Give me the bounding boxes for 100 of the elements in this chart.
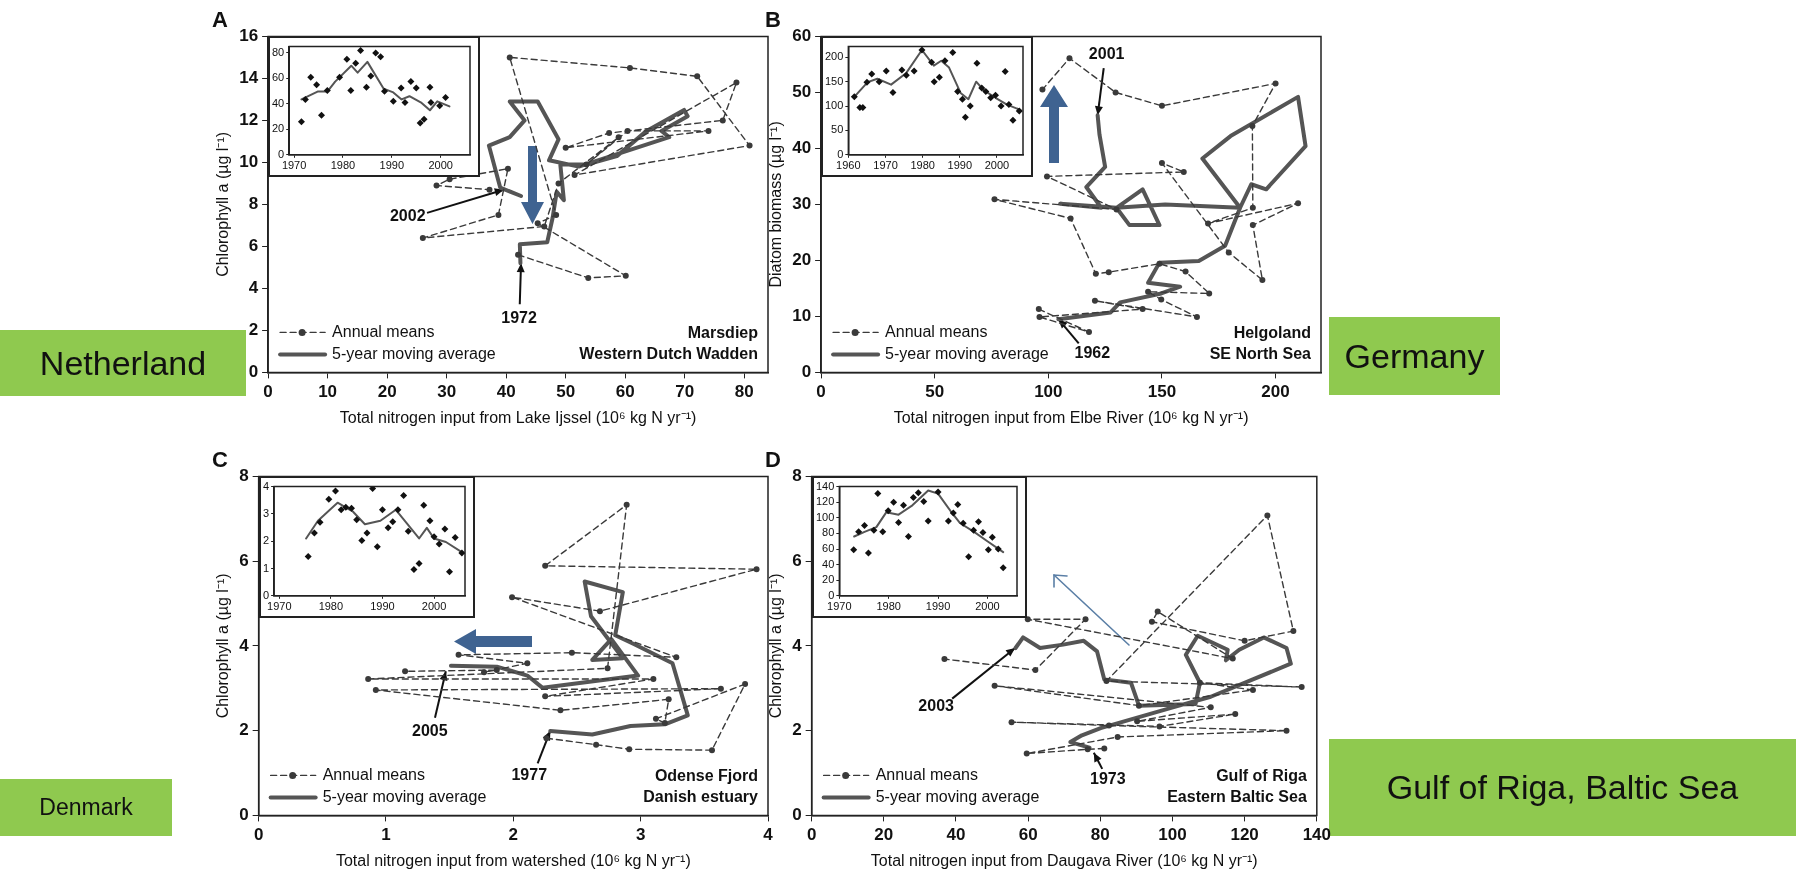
point [1232, 711, 1239, 718]
y-tick-label: 40 [821, 558, 834, 571]
point [994, 545, 1002, 553]
point [969, 527, 977, 535]
point [541, 223, 548, 230]
point [868, 70, 876, 78]
point [1082, 616, 1089, 623]
point [1134, 718, 1141, 725]
point [367, 72, 375, 80]
y-tick-label: 100 [815, 511, 834, 524]
point [1113, 206, 1120, 213]
point [1043, 173, 1050, 180]
point [324, 496, 332, 504]
point [898, 66, 906, 74]
annotation: Eastern Baltic Sea [1167, 787, 1307, 805]
point [504, 165, 511, 172]
annotation: Danish estuary [643, 787, 759, 805]
point [298, 118, 306, 126]
point [1290, 628, 1297, 635]
x-tick-label: 1970 [826, 600, 852, 613]
point [323, 87, 331, 95]
point [673, 654, 680, 661]
point [878, 528, 886, 536]
x-tick-label: 1980 [910, 159, 936, 172]
point [606, 130, 613, 136]
point [402, 668, 409, 675]
point [524, 660, 531, 667]
point [934, 488, 942, 496]
y-tick-label: 0 [837, 148, 844, 161]
y-axis-title: Chlorophyll a (µg l⁻¹) [767, 573, 785, 719]
point [1272, 80, 1279, 87]
point [999, 564, 1007, 572]
y-tick-label: 20 [792, 250, 812, 270]
point [894, 519, 902, 527]
y-tick-label: 0 [239, 805, 249, 825]
point [458, 549, 465, 557]
point [427, 99, 435, 107]
legend-label: 5-year moving average [322, 787, 487, 805]
point [1205, 220, 1212, 227]
point [1015, 107, 1023, 115]
chart-title: C [212, 447, 228, 473]
point [873, 490, 881, 498]
y-tick-label: 50 [792, 82, 812, 102]
point [889, 499, 897, 507]
point [966, 102, 974, 110]
point [430, 533, 438, 541]
point [365, 675, 372, 682]
y-tick-label: 4 [262, 480, 269, 493]
chart-title: A [212, 7, 228, 33]
point [407, 78, 415, 86]
point [1035, 306, 1042, 313]
y-tick-label: 150 [825, 75, 844, 88]
point [997, 102, 1005, 110]
y-tick-label: 140 [815, 480, 834, 493]
point [1148, 618, 1155, 625]
x-tick-label: 1970 [873, 159, 898, 172]
y-tick-label: 20 [821, 573, 834, 586]
point [363, 529, 371, 537]
x-tick-label: 50 [556, 382, 576, 402]
y-tick-label: 20 [272, 122, 285, 135]
point [930, 78, 938, 86]
y-tick-label: 2 [248, 320, 259, 340]
point [615, 134, 622, 141]
y-tick-label: 100 [825, 99, 844, 112]
point [604, 665, 611, 672]
y-tick-label: 16 [239, 26, 259, 46]
point [410, 566, 418, 574]
point [1086, 329, 1093, 336]
point [442, 94, 450, 102]
point [1032, 667, 1039, 674]
point [433, 182, 440, 189]
chart-title: D [765, 447, 781, 473]
point [1154, 608, 1161, 615]
point [992, 92, 1000, 100]
point [352, 516, 360, 524]
annotation: Helgoland [1233, 323, 1311, 341]
x-tick-label: 40 [946, 825, 966, 845]
point [310, 529, 318, 537]
point [419, 502, 427, 510]
x-tick-label: 1970 [266, 600, 292, 613]
x-tick-label: 1970 [281, 159, 307, 172]
point [419, 235, 426, 241]
x-tick-label: 1960 [836, 159, 861, 172]
legend-label: 5-year moving average [332, 344, 496, 362]
legend-label: Annual means [322, 765, 425, 783]
point [652, 715, 659, 722]
point [486, 186, 493, 193]
point [1158, 296, 1165, 303]
point [964, 553, 972, 561]
y-tick-label: 120 [815, 495, 834, 508]
point [357, 47, 365, 55]
point [742, 681, 749, 688]
point [347, 505, 355, 513]
chart-title: B [765, 7, 781, 33]
annotation: 1962 [1074, 343, 1111, 361]
x-tick-label: 1 [381, 825, 391, 845]
point [343, 56, 351, 64]
y-tick-label: 4 [792, 635, 803, 655]
text: Netherland [0, 330, 246, 396]
y-tick-label: 8 [239, 466, 249, 486]
